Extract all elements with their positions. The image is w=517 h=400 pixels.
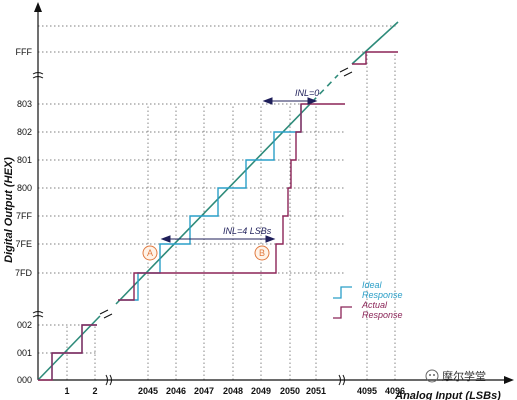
- x-axis-title: Analog Input (LSBs): [394, 390, 501, 400]
- y-tick-label: 802: [17, 127, 32, 137]
- x-tick-label: 2048: [223, 386, 243, 396]
- x-tick-label: 2: [92, 386, 97, 396]
- x-tick-labels: 1 2 2045 2046 2047 2048 2049 2050 2051 4095 4096: [64, 386, 405, 396]
- x-tick-label: 2046: [166, 386, 186, 396]
- x-break-right: [338, 374, 345, 386]
- inl-zero-arrow: [262, 97, 318, 105]
- y-tick-label: FFF: [16, 47, 33, 57]
- y-tick-labels: 000 001 002 7FD 7FE 7FF 800 801 802 803 FFF: [15, 47, 33, 385]
- x-axis-arrow: [504, 376, 514, 384]
- watermark: 摩尔学堂: [425, 369, 486, 383]
- ideal-line-seg-low: [37, 315, 101, 381]
- y-tick-label: 800: [17, 183, 32, 193]
- inl-arrow: [160, 235, 276, 243]
- legend-ideal-line2: Response: [362, 290, 403, 300]
- legend-actual-line2: Response: [362, 310, 403, 320]
- inl-zero-label: INL=0: [295, 88, 319, 98]
- ideal-line-seg-mid: [115, 101, 313, 305]
- marker-b-circle: [254, 245, 270, 261]
- x-break-left: [105, 374, 112, 386]
- watermark-text: 摩尔学堂: [442, 369, 486, 383]
- marker-b-label: B: [259, 248, 265, 258]
- marker-a-circle: [142, 245, 158, 261]
- y-axis-title: Digital Output (HEX): [3, 157, 15, 263]
- diag-break-left: [99, 309, 113, 319]
- legend-ideal-line1: Ideal: [362, 280, 383, 290]
- y-break-top: [32, 72, 44, 79]
- x-tick-label: 1: [64, 386, 69, 396]
- ideal-transfer-line: [37, 21, 399, 381]
- legend: Ideal Response Actual Response: [333, 280, 403, 320]
- y-tick-label: 000: [17, 375, 32, 385]
- legend-actual-swatch: [333, 306, 352, 319]
- y-tick-label: 7FE: [15, 239, 32, 249]
- y-break-bottom: [32, 311, 44, 318]
- y-axis-arrow: [34, 2, 42, 12]
- actual-staircase: [38, 51, 398, 381]
- diag-break-right: [339, 67, 353, 77]
- x-tick-label: 2047: [194, 386, 214, 396]
- y-tick-label: 001: [17, 348, 32, 358]
- x-tick-label: 2045: [138, 386, 158, 396]
- y-tick-label: 7FD: [15, 268, 33, 278]
- marker-a-label: A: [147, 248, 153, 258]
- axis-break-marks: [32, 67, 353, 386]
- x-tick-label: 2049: [251, 386, 271, 396]
- watermark-logo-icon: [425, 369, 439, 383]
- x-tick-label: 2050: [280, 386, 300, 396]
- y-tick-label: 803: [17, 99, 32, 109]
- y-tick-label: 002: [17, 320, 32, 330]
- legend-actual-line1: Actual: [361, 300, 388, 310]
- y-tick-label: 801: [17, 155, 32, 165]
- x-tick-label: 4095: [357, 386, 377, 396]
- inl-four-label: INL=4 LSBs: [223, 226, 272, 236]
- legend-ideal-swatch: [333, 286, 352, 299]
- y-tick-label: 7FF: [16, 211, 33, 221]
- x-tick-label: 4096: [385, 386, 405, 396]
- x-tick-label: 2051: [306, 386, 326, 396]
- ideal-line-seg-high: [351, 21, 399, 65]
- vertical-gridlines: [66, 52, 396, 380]
